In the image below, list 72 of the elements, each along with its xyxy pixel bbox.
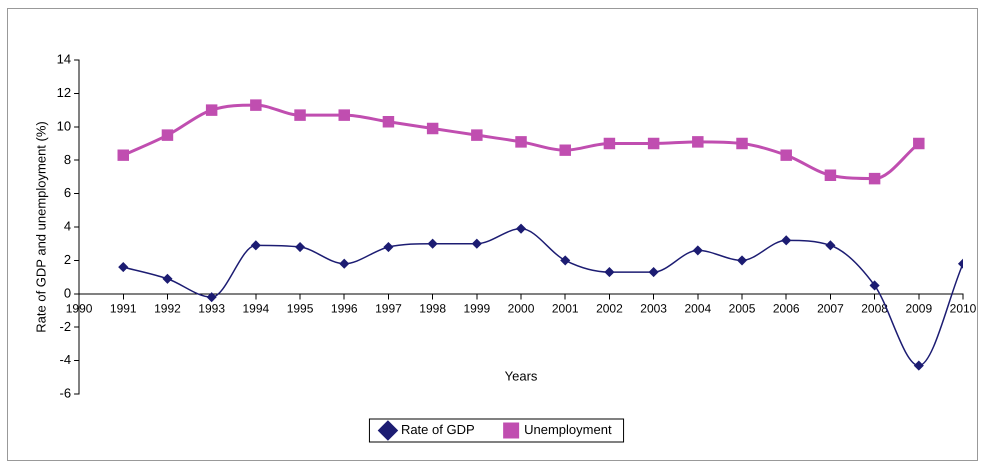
- point: [206, 104, 218, 116]
- x-tick-label: 2004: [684, 301, 712, 316]
- point: [338, 109, 350, 121]
- point: [294, 109, 306, 121]
- y-tick-label: -2: [59, 318, 72, 334]
- x-tick-label: 2006: [772, 301, 800, 316]
- point: [339, 258, 349, 268]
- x-tick-label: 2000: [508, 301, 535, 316]
- x-tick-label: 1997: [375, 301, 402, 316]
- point: [382, 116, 394, 128]
- point: [560, 256, 570, 266]
- point: [118, 149, 129, 161]
- point: [826, 240, 836, 250]
- x-tick-label: 2003: [640, 301, 668, 316]
- x-tick-label: 1994: [242, 301, 270, 316]
- point: [913, 138, 925, 150]
- point: [914, 360, 924, 370]
- point: [426, 122, 438, 134]
- point: [384, 242, 394, 252]
- x-axis-title: Years: [504, 368, 538, 384]
- x-tick-label: 2002: [596, 301, 624, 316]
- point: [162, 129, 174, 141]
- y-tick-label: 0: [64, 285, 72, 300]
- point: [251, 240, 261, 250]
- point: [162, 274, 172, 284]
- point: [692, 136, 704, 148]
- x-tick-label: 1996: [330, 301, 358, 316]
- point: [559, 144, 571, 156]
- y-axis-title: Rate of GDP and unemployment (%): [33, 121, 48, 333]
- point: [648, 267, 658, 277]
- y-tick-label: -4: [59, 352, 72, 368]
- x-tick-label: 1999: [463, 301, 491, 316]
- point: [118, 262, 128, 272]
- y-tick-label: 8: [64, 152, 72, 167]
- y-tick-label: 14: [56, 52, 72, 67]
- point: [604, 267, 614, 277]
- y-tick-label: 10: [56, 118, 72, 134]
- point: [781, 236, 791, 246]
- point: [648, 138, 660, 150]
- point: [780, 149, 792, 161]
- point: [736, 138, 748, 150]
- point: [824, 169, 836, 181]
- x-tick-label: 2001: [552, 301, 579, 316]
- point: [250, 99, 262, 111]
- x-tick-label: 2005: [728, 301, 756, 316]
- legend-label: Rate of GDP: [400, 422, 475, 438]
- x-tick-label: 2007: [817, 301, 844, 316]
- point: [693, 246, 703, 256]
- y-tick-label: 4: [64, 218, 72, 234]
- point: [868, 172, 880, 184]
- y-tick-label: 6: [64, 185, 72, 200]
- x-tick-label: 1992: [154, 301, 182, 316]
- point: [737, 256, 747, 266]
- y-tick-label: 2: [64, 252, 72, 267]
- point: [515, 136, 527, 148]
- y-tick-label: 12: [56, 84, 72, 100]
- y-tick-label: -6: [59, 386, 72, 401]
- legend-label: Unemployment: [524, 422, 612, 438]
- x-tick-label: 1998: [419, 301, 446, 316]
- x-tick-label: 1995: [286, 301, 314, 316]
- x-tick-label: 1993: [198, 301, 226, 316]
- point: [295, 242, 305, 252]
- point: [428, 238, 438, 248]
- point: [604, 138, 616, 150]
- point: [870, 280, 880, 290]
- point: [472, 238, 482, 248]
- point: [471, 129, 483, 141]
- x-tick-label: 2009: [905, 301, 932, 316]
- point: [516, 224, 526, 234]
- x-tick-label: 1991: [110, 301, 137, 316]
- x-tick-label: 2010: [950, 301, 977, 316]
- point: [206, 292, 216, 302]
